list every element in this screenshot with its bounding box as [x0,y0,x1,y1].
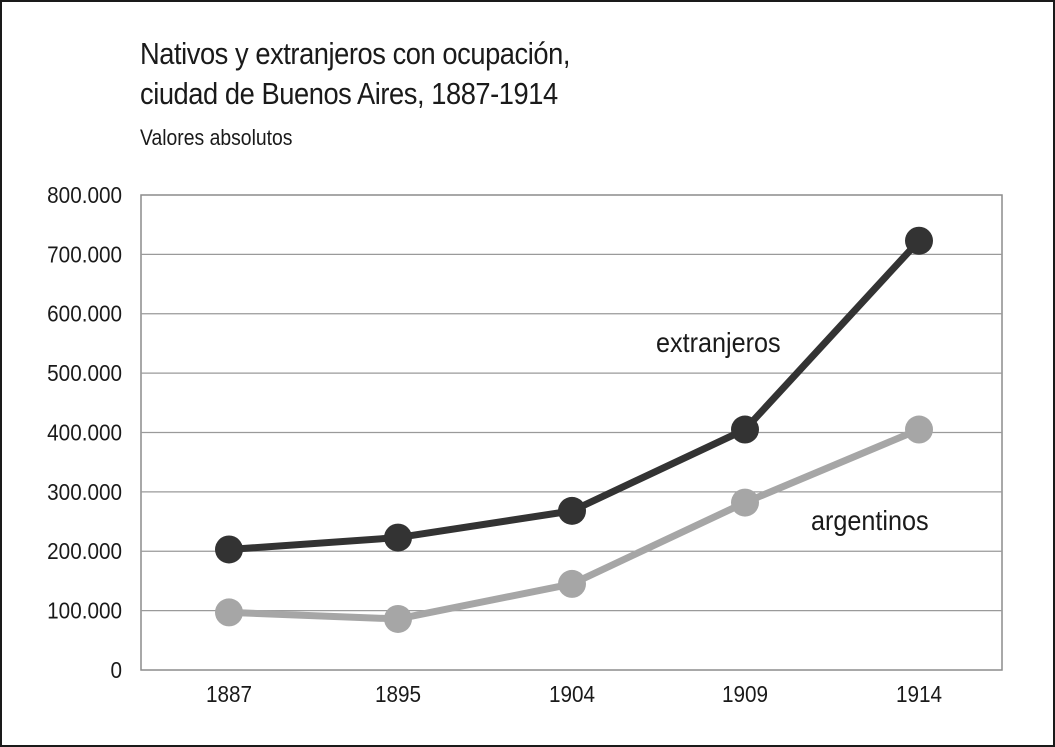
data-point-extranjeros [905,226,933,255]
chart-title-line-1: Nativos y extranjeros con ocupación, [140,36,570,71]
data-point-argentinos [905,415,933,444]
y-tick-label: 700.000 [47,241,122,267]
x-tick-label: 1887 [206,681,252,707]
chart-subtitle: Valores absolutos [140,125,293,150]
x-tick-label: 1909 [722,681,768,707]
data-point-argentinos [215,598,243,627]
data-point-extranjeros [215,535,243,564]
y-tick-label: 200.000 [47,538,122,564]
data-point-extranjeros [558,496,586,525]
y-tick-label: 600.000 [47,301,122,327]
data-point-argentinos [384,604,412,633]
y-tick-label: 500.000 [47,360,122,386]
x-tick-label: 1914 [896,681,942,707]
data-point-extranjeros [384,523,412,552]
chart-title: Nativos y extranjeros con ocupación, ciu… [140,34,570,114]
y-axis-ticks: 0 100.000 200.000 300.000 400.000 500.000 600.… [47,182,122,683]
series-label-argentinos: argentinos [811,505,929,537]
x-tick-label: 1895 [375,681,421,707]
y-tick-label: 400.000 [47,419,122,445]
data-point-argentinos [731,488,759,517]
chart-title-line-2: ciudad de Buenos Aires, 1887-1914 [140,76,558,111]
y-tick-label: 800.000 [47,182,122,208]
x-tick-label: 1904 [549,681,595,707]
x-axis-ticks: 1887 1895 1904 1909 1914 [206,681,942,707]
series-group [215,226,933,633]
y-tick-label: 300.000 [47,479,122,505]
y-tick-label: 100.000 [47,598,122,624]
y-tick-label: 0 [110,657,122,683]
series-label-extranjeros: extranjeros [656,327,781,359]
gridlines [141,253,1002,612]
data-point-extranjeros [731,415,759,444]
data-point-argentinos [558,569,586,598]
